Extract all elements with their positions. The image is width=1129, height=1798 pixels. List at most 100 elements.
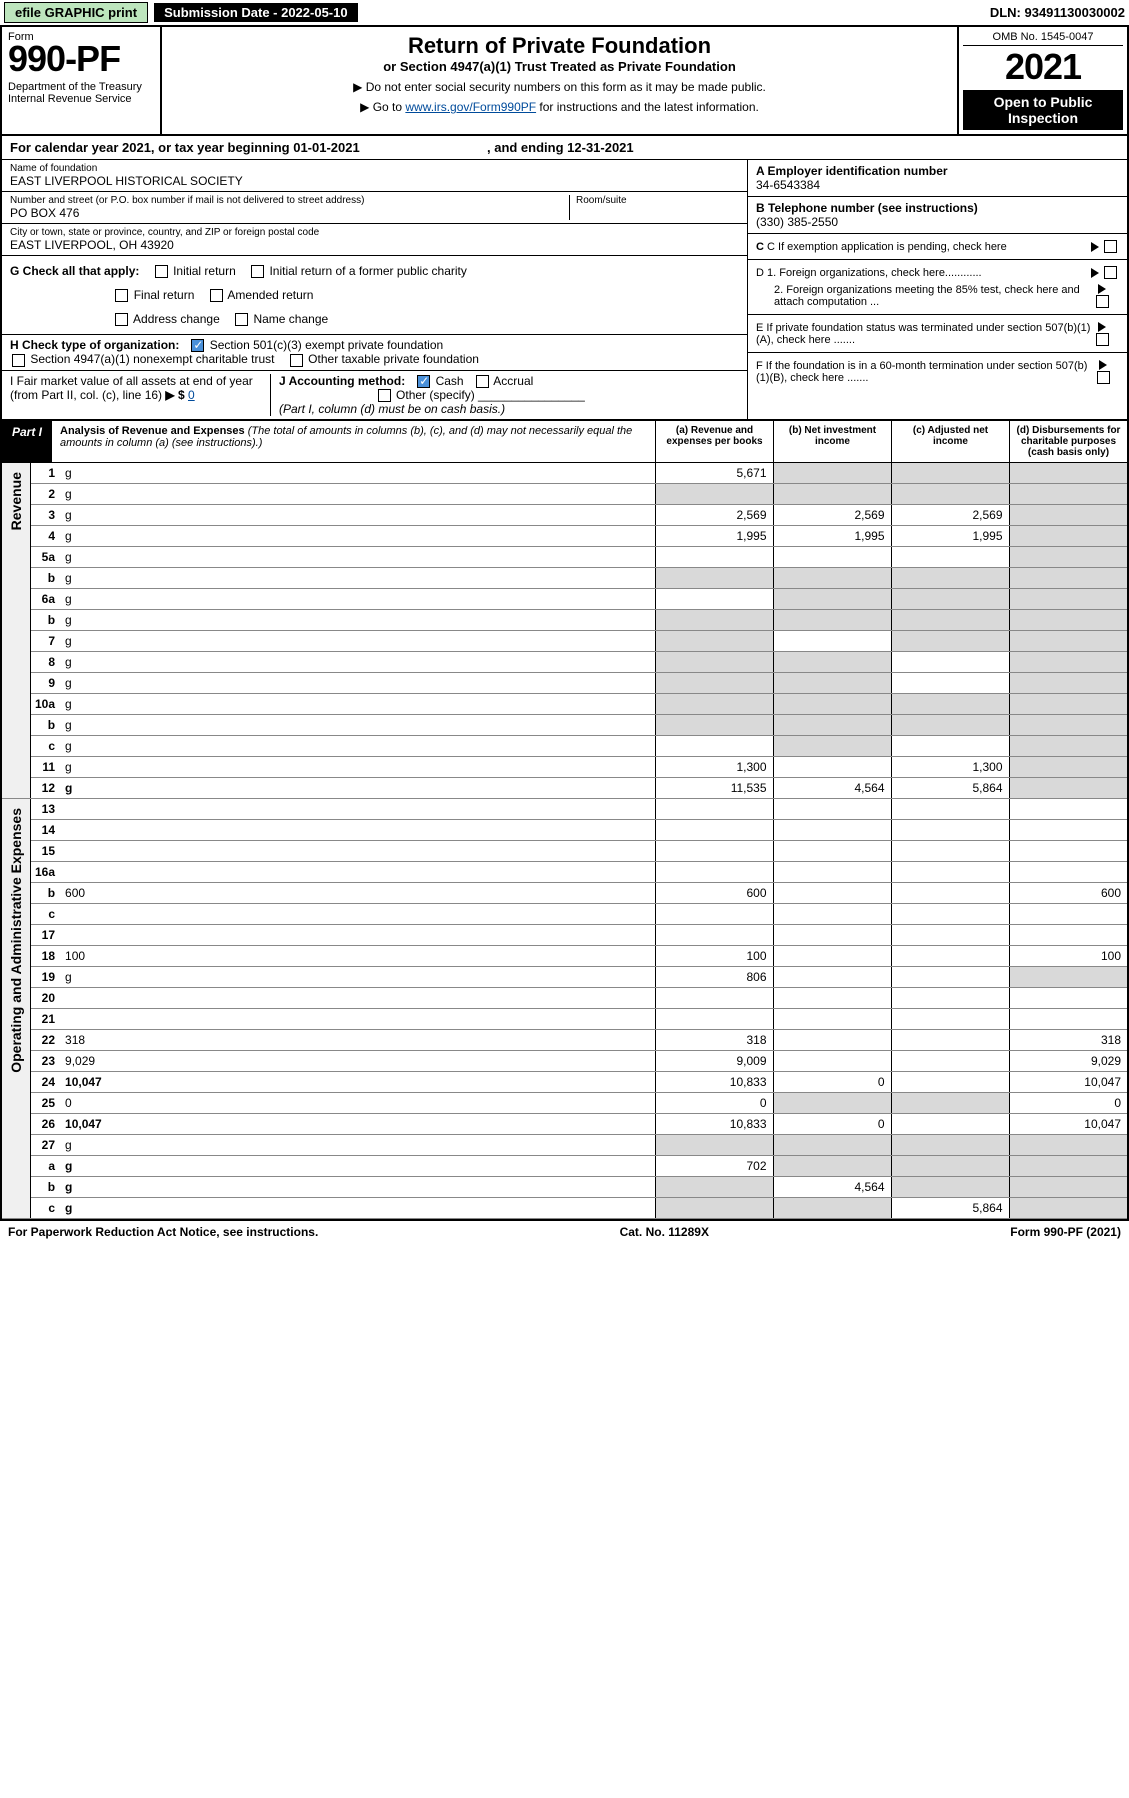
table-row: 16a [2, 862, 1127, 883]
line-number: 24 [31, 1072, 62, 1093]
amount-col-c [891, 1156, 1009, 1177]
a-value: 34-6543384 [756, 178, 820, 192]
table-row: 3g2,5692,5692,569 [2, 505, 1127, 526]
chk-f[interactable] [1097, 371, 1110, 384]
amount-col-a [655, 484, 773, 505]
amount-col-b [773, 988, 891, 1009]
line-description: 10,047 [61, 1114, 655, 1135]
amount-col-a [655, 862, 773, 883]
line-number: c [31, 904, 62, 925]
table-row: 25000 [2, 1093, 1127, 1114]
amount-col-d: 600 [1009, 883, 1127, 904]
amount-col-a: 10,833 [655, 1114, 773, 1135]
chk-e[interactable] [1096, 333, 1109, 346]
amount-col-c [891, 820, 1009, 841]
i-label: I Fair market value of all assets at end… [10, 374, 253, 402]
amount-col-c [891, 862, 1009, 883]
chk-c[interactable] [1104, 240, 1117, 253]
chk-initial-return[interactable] [155, 265, 168, 278]
line-description [61, 904, 655, 925]
line-number: 26 [31, 1114, 62, 1135]
col-d-header: (d) Disbursements for charitable purpose… [1009, 421, 1127, 462]
amount-col-b [773, 1198, 891, 1219]
chk-accrual[interactable] [476, 375, 489, 388]
amount-col-a [655, 673, 773, 694]
ij-cell: I Fair market value of all assets at end… [2, 371, 747, 420]
amount-col-c [891, 883, 1009, 904]
amount-col-d [1009, 778, 1127, 799]
amount-col-c [891, 1135, 1009, 1156]
amount-col-d [1009, 757, 1127, 778]
table-row: bg [2, 568, 1127, 589]
line-description: g [61, 1135, 655, 1156]
h-opt-2: Section 4947(a)(1) nonexempt charitable … [30, 352, 274, 366]
line-description [61, 988, 655, 1009]
amount-col-a [655, 652, 773, 673]
identity-left: Name of foundation EAST LIVERPOOL HISTOR… [2, 160, 747, 419]
line-number: 15 [31, 841, 62, 862]
sec-a: A Employer identification number 34-6543… [748, 160, 1127, 197]
table-row: bg4,564 [2, 1177, 1127, 1198]
amount-col-a: 702 [655, 1156, 773, 1177]
amount-col-c [891, 631, 1009, 652]
part1-table: Revenue1g5,6712g3g2,5692,5692,5694g1,995… [2, 463, 1127, 1219]
dln: DLN: 93491130030002 [990, 5, 1125, 20]
instr2-pre: ▶ Go to [360, 100, 405, 114]
chk-final-return[interactable] [115, 289, 128, 302]
table-row: 7g [2, 631, 1127, 652]
chk-address-change[interactable] [115, 313, 128, 326]
line-description: 100 [61, 946, 655, 967]
h-opt-1: Section 501(c)(3) exempt private foundat… [210, 338, 443, 352]
amount-col-b: 0 [773, 1114, 891, 1135]
amount-col-b [773, 610, 891, 631]
amount-col-b [773, 904, 891, 925]
amount-col-d [1009, 1198, 1127, 1219]
part1-header-row: Part I Analysis of Revenue and Expenses … [2, 419, 1127, 463]
table-row: 2610,04710,833010,047 [2, 1114, 1127, 1135]
amount-col-d [1009, 925, 1127, 946]
amount-col-d [1009, 610, 1127, 631]
sec-b: B Telephone number (see instructions) (3… [748, 197, 1127, 234]
irs-link[interactable]: www.irs.gov/Form990PF [405, 100, 536, 114]
amount-col-c [891, 967, 1009, 988]
h-label: H Check type of organization: [10, 338, 179, 352]
amount-col-a [655, 589, 773, 610]
amount-col-c [891, 1030, 1009, 1051]
amount-col-d [1009, 673, 1127, 694]
line-description [61, 820, 655, 841]
amount-col-b [773, 1030, 891, 1051]
table-row: ag702 [2, 1156, 1127, 1177]
revenue-side-label: Revenue [6, 466, 26, 536]
amount-col-d [1009, 589, 1127, 610]
line-description [61, 862, 655, 883]
amount-col-b [773, 862, 891, 883]
omb-number: OMB No. 1545-0047 [963, 31, 1123, 46]
amount-col-c: 2,569 [891, 505, 1009, 526]
line-description [61, 925, 655, 946]
chk-4947[interactable] [12, 354, 25, 367]
sec-f: F If the foundation is in a 60-month ter… [748, 353, 1127, 390]
efile-print-button[interactable]: efile GRAPHIC print [4, 2, 148, 23]
arrow-icon [1091, 242, 1099, 252]
amount-col-b [773, 694, 891, 715]
chk-cash[interactable] [417, 375, 430, 388]
line-number: a [31, 1156, 62, 1177]
amount-col-d [1009, 799, 1127, 820]
chk-amended-return[interactable] [210, 289, 223, 302]
table-row: bg [2, 715, 1127, 736]
table-row: bg [2, 610, 1127, 631]
line-description: g [61, 568, 655, 589]
chk-other-method[interactable] [378, 389, 391, 402]
table-row: c [2, 904, 1127, 925]
chk-501c3[interactable] [191, 339, 204, 352]
city: EAST LIVERPOOL, OH 43920 [10, 238, 739, 252]
line-number: 20 [31, 988, 62, 1009]
chk-initial-former[interactable] [251, 265, 264, 278]
line-description: g [61, 736, 655, 757]
j-accrual: Accrual [493, 374, 533, 388]
department: Department of the Treasury Internal Reve… [8, 81, 154, 105]
chk-other-taxable[interactable] [290, 354, 303, 367]
chk-name-change[interactable] [235, 313, 248, 326]
chk-d1[interactable] [1104, 266, 1117, 279]
chk-d2[interactable] [1096, 295, 1109, 308]
